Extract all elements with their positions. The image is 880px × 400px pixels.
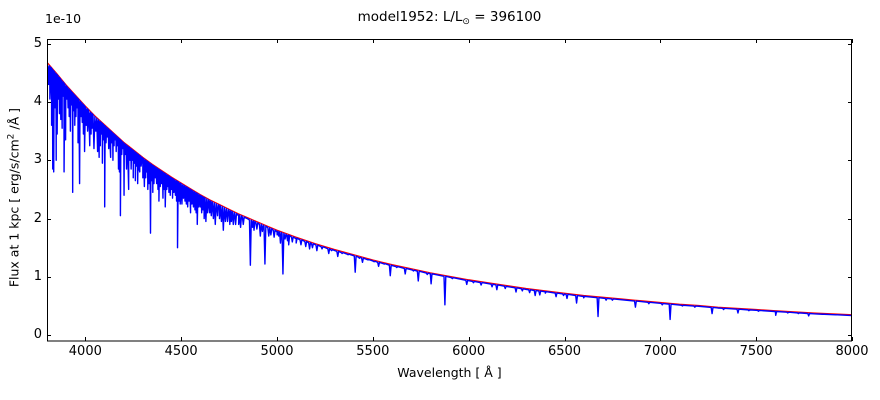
- y-tick-label: 3: [33, 152, 42, 168]
- x-tick-label: 4500: [164, 344, 198, 359]
- y-tick-label: 1: [33, 268, 42, 284]
- x-tick-label: 5000: [260, 344, 294, 359]
- x-tick-label: 4000: [68, 344, 102, 359]
- x-tick-label: 5500: [356, 344, 390, 359]
- sun-symbol: ⊙: [462, 17, 470, 27]
- x-tick-label: 6000: [452, 344, 486, 359]
- y-tick-label: 4: [33, 93, 42, 109]
- plot-title: model1952: L/L⊙ = 396100: [47, 9, 852, 27]
- x-tick-label: 8000: [835, 344, 869, 359]
- y-axis-label: Flux at 1 kpc [ erg/s/cm2 /Å ]: [6, 108, 22, 288]
- y-tick-label: 5: [33, 35, 42, 51]
- continuum-line: [47, 61, 852, 316]
- title-text: model1952: L/L: [357, 9, 463, 25]
- y-axis-offset-label: 1e-10: [45, 11, 82, 26]
- x-axis-label: Wavelength [ Å ]: [397, 365, 502, 380]
- axes-frame: [47, 39, 852, 342]
- y-tick-label: 0: [33, 327, 42, 343]
- x-tick-label: 7000: [643, 344, 677, 359]
- x-tick-label: 7500: [739, 344, 773, 359]
- spectrum-line: [47, 63, 852, 321]
- y-tick-label: 2: [33, 210, 42, 226]
- x-tick-label: 6500: [547, 344, 582, 359]
- title-value: = 396100: [469, 9, 542, 25]
